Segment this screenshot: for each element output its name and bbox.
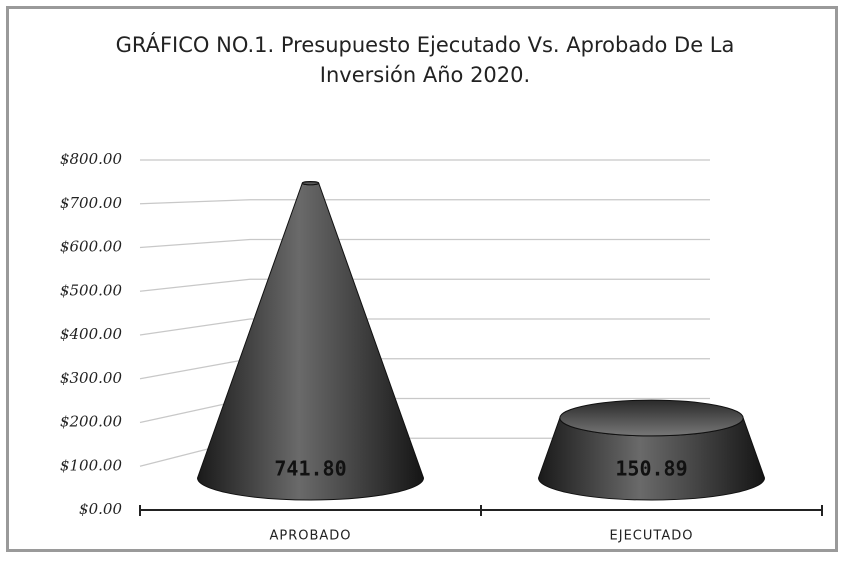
cone bbox=[196, 181, 425, 501]
grid-line bbox=[139, 318, 710, 336]
cone-part bbox=[196, 182, 425, 501]
y-tick-label: $500.00 bbox=[60, 281, 122, 299]
y-tick-label: $100.00 bbox=[60, 456, 122, 474]
cone-part bbox=[559, 399, 744, 437]
y-tick-label: $300.00 bbox=[60, 369, 122, 387]
grid-line bbox=[139, 278, 710, 292]
grid-line bbox=[139, 238, 710, 249]
value-label: 741.80 bbox=[274, 457, 346, 481]
value-label: 150.89 bbox=[615, 457, 687, 481]
x-tick-label: APROBADO bbox=[269, 529, 351, 544]
y-tick-label: $700.00 bbox=[60, 194, 122, 212]
y-tick-label: $0.00 bbox=[79, 500, 122, 518]
y-tick-label: $400.00 bbox=[60, 325, 122, 343]
chart-title: GRÁFICO NO.1. Presupuesto Ejecutado Vs. … bbox=[115, 33, 735, 87]
cone bbox=[537, 399, 766, 501]
y-tick-label: $200.00 bbox=[60, 413, 122, 431]
grid-line bbox=[139, 199, 710, 205]
x-tick-label: EJECUTADO bbox=[610, 529, 694, 544]
y-tick-label: $800.00 bbox=[60, 150, 122, 168]
grid-line bbox=[139, 358, 710, 380]
cone-part bbox=[301, 181, 320, 186]
y-tick-label: $600.00 bbox=[60, 238, 122, 256]
